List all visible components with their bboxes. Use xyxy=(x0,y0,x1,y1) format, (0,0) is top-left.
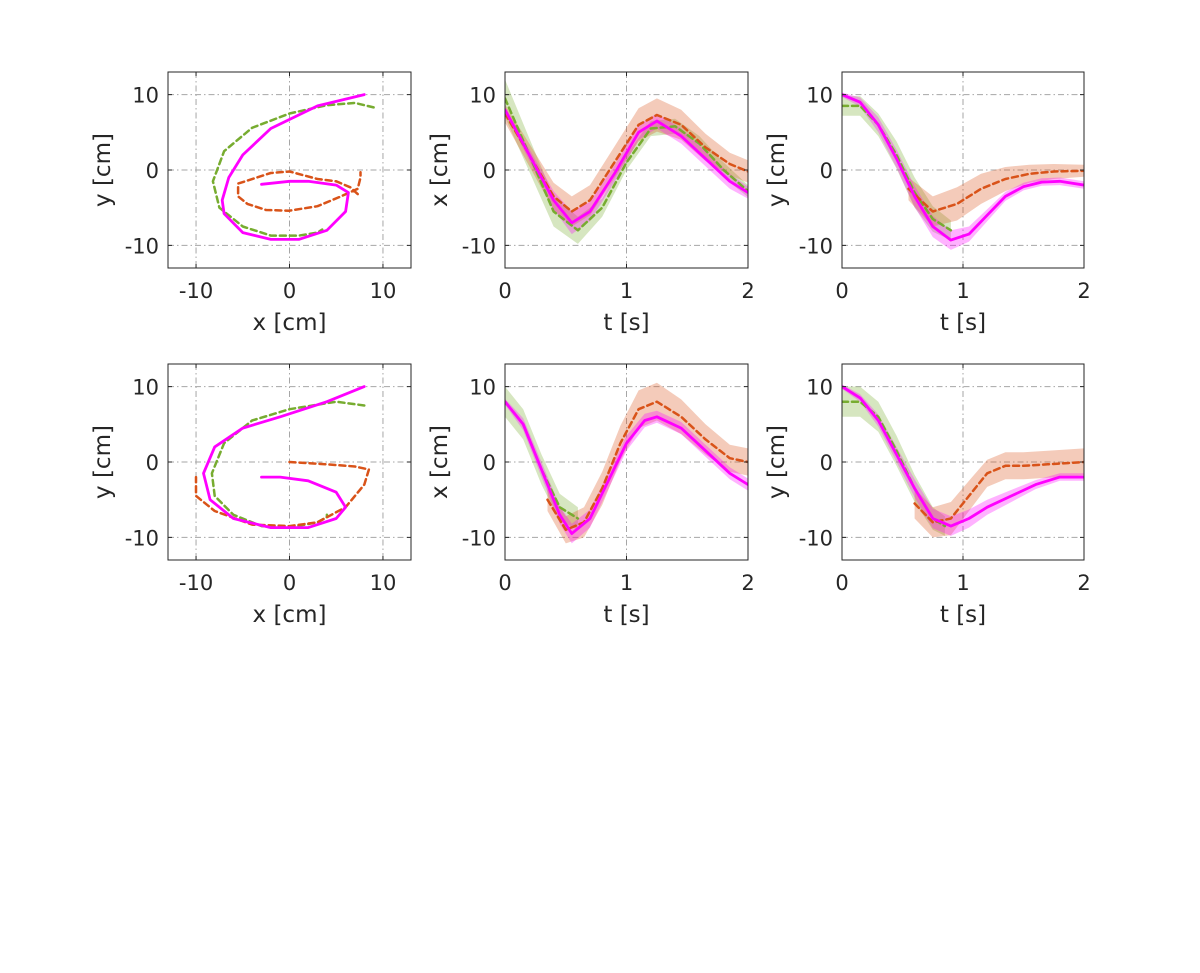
series-line-magenta xyxy=(202,385,366,529)
x-tick-label: 0 xyxy=(835,571,848,595)
y-tick-label: 10 xyxy=(132,84,159,108)
y-tick-label: -10 xyxy=(462,526,496,550)
series-line-magenta xyxy=(505,400,748,535)
series-line-magenta xyxy=(505,108,748,225)
y-tick-label: 0 xyxy=(483,451,496,475)
x-tick-label: 10 xyxy=(370,571,397,595)
y-tick-label: 10 xyxy=(806,84,833,108)
x-tick-label: -10 xyxy=(179,571,213,595)
x-axis-label: x [cm] xyxy=(253,310,327,336)
y-tick-label: 0 xyxy=(820,451,833,475)
series-line-green xyxy=(211,101,375,237)
x-tick-label: 1 xyxy=(956,279,969,303)
x-tick-label: 1 xyxy=(620,279,633,303)
x-tick-label: 0 xyxy=(283,571,296,595)
y-tick-label: 10 xyxy=(469,84,496,108)
x-axis-label: x [cm] xyxy=(253,602,327,628)
x-tick-label: 10 xyxy=(370,279,397,303)
series-line-magenta xyxy=(220,93,366,241)
x-tick-label: 0 xyxy=(498,571,511,595)
y-tick-label: 0 xyxy=(146,159,159,183)
y-tick-label: 0 xyxy=(146,451,159,475)
y-tick-label: 10 xyxy=(806,376,833,400)
y-tick-label: 10 xyxy=(469,376,496,400)
series-line-green xyxy=(842,104,953,232)
plot-area xyxy=(505,79,748,244)
x-axis-label: t [s] xyxy=(940,602,986,628)
x-tick-label: -10 xyxy=(179,279,213,303)
series-line-orange xyxy=(505,112,748,213)
y-tick-label: 0 xyxy=(820,159,833,183)
y-axis-label: y [cm] xyxy=(90,133,116,207)
x-tick-label: 1 xyxy=(956,571,969,595)
y-axis-label: x [cm] xyxy=(427,425,453,499)
y-tick-label: -10 xyxy=(799,234,833,258)
y-tick-label: -10 xyxy=(799,526,833,550)
y-tick-label: -10 xyxy=(125,526,159,550)
y-tick-label: 0 xyxy=(483,159,496,183)
plot-area xyxy=(194,385,371,529)
series-line-orange xyxy=(546,400,748,532)
x-axis-label: t [s] xyxy=(603,310,649,336)
subplot-r2c1: -10 0 10 -10 0 10 x [cm] y [cm] xyxy=(90,363,412,628)
x-tick-label: 2 xyxy=(741,571,754,595)
confidence-band-magenta xyxy=(505,107,748,235)
x-tick-label: 2 xyxy=(741,279,754,303)
y-tick-label: 10 xyxy=(132,376,159,400)
confidence-band-orange xyxy=(908,164,1084,227)
series-line-orange xyxy=(194,460,371,528)
y-axis-label: y [cm] xyxy=(764,425,790,499)
plot-area xyxy=(842,92,1084,250)
y-tick-label: -10 xyxy=(462,234,496,258)
confidence-band-orange xyxy=(914,448,1084,538)
y-axis-label: y [cm] xyxy=(90,425,116,499)
series-line-magenta xyxy=(842,385,1084,528)
x-tick-label: 1 xyxy=(620,571,633,595)
x-tick-label: 0 xyxy=(835,279,848,303)
x-tick-label: 0 xyxy=(498,279,511,303)
x-tick-label: 0 xyxy=(283,279,296,303)
x-axis-label: t [s] xyxy=(603,602,649,628)
x-tick-label: 2 xyxy=(1077,279,1090,303)
x-axis-label: t [s] xyxy=(940,310,986,336)
plot-area xyxy=(211,93,375,241)
y-axis-label: x [cm] xyxy=(427,133,453,207)
plot-area xyxy=(842,384,1084,538)
subplot-r1c1: -10 0 10 -10 0 10 x [cm] y [cm] xyxy=(90,71,412,336)
x-tick-label: 2 xyxy=(1077,571,1090,595)
y-axis-label: y [cm] xyxy=(764,133,790,207)
series-line-magenta xyxy=(842,93,1084,242)
series-line-orange xyxy=(907,169,1084,213)
series-line-green xyxy=(505,97,748,232)
plot-area xyxy=(505,382,748,544)
y-tick-label: -10 xyxy=(125,234,159,258)
